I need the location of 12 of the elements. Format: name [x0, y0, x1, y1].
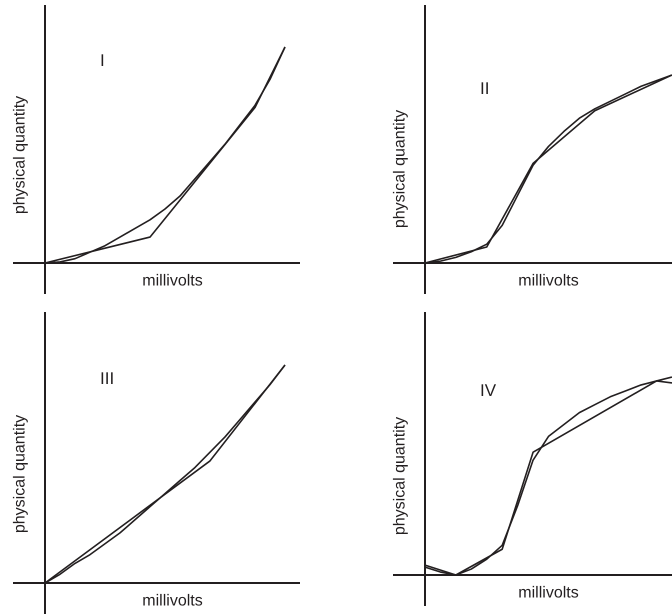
chart-title: IV: [480, 381, 497, 400]
chart-title: II: [480, 79, 490, 98]
x-axis-title: millivolts: [142, 272, 203, 290]
y-axis-title: physical quantity: [392, 110, 408, 228]
y-axis-title: physical quantity: [12, 414, 28, 534]
y-axis-title: physical quantity: [12, 96, 28, 214]
x-axis-title: millivolts: [142, 592, 203, 610]
x-axis-title: millivolts: [518, 584, 579, 602]
y-axis-title: physical quantity: [392, 416, 408, 536]
chart-title: I: [100, 51, 105, 70]
chart-title: III: [100, 369, 114, 388]
x-axis-title: millivolts: [518, 272, 579, 290]
